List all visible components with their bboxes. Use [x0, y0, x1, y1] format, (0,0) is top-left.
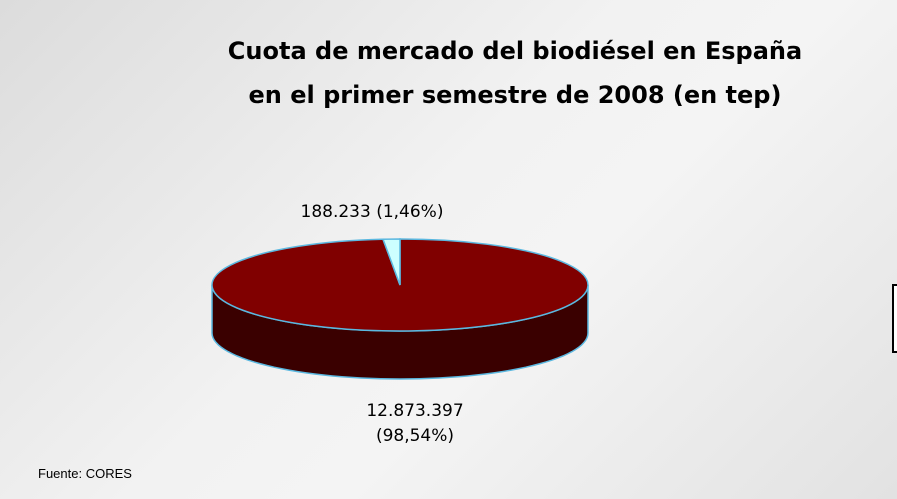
legend-fragment — [892, 284, 897, 353]
pie — [211, 238, 589, 380]
source-note: Fuente: CORES — [38, 466, 132, 481]
pie-slice — [381, 238, 401, 286]
chart-title: en el primer semestre de 2008 (en tep) — [249, 81, 782, 109]
data-label: 188.233 (1,46%) — [300, 202, 444, 222]
chart-title: Cuota de mercado del biodiésel en España — [228, 37, 802, 65]
data-label: 12.873.397 (98,54%) — [366, 401, 464, 446]
